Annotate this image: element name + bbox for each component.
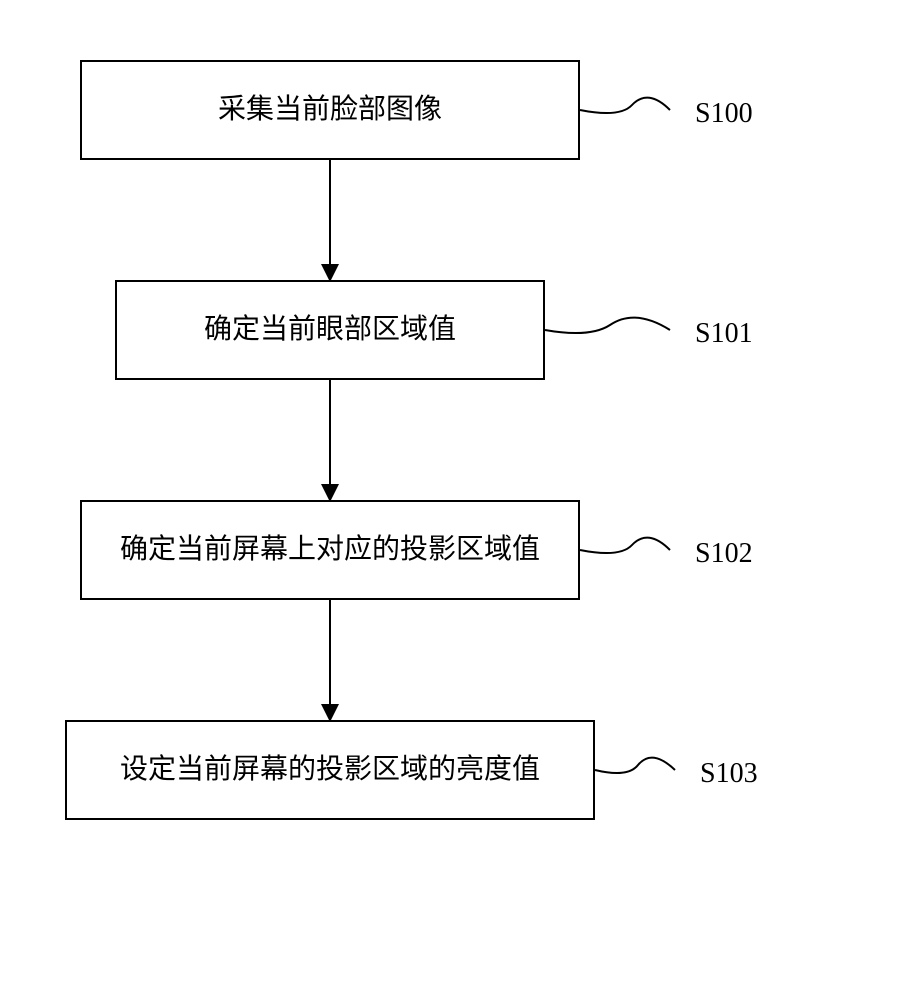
connector-s101 xyxy=(80,280,700,380)
step-s102: 确定当前屏幕上对应的投影区域值 S102 xyxy=(80,500,830,600)
label-s101: S101 xyxy=(695,318,753,350)
label-s103: S103 xyxy=(700,758,758,790)
flowchart-container: 采集当前脸部图像 S100 确定当前眼部区域值 S101 确定当前屏幕上对应的投… xyxy=(80,60,830,820)
step-s100: 采集当前脸部图像 S100 xyxy=(80,60,830,160)
arrow-3 xyxy=(80,600,580,720)
connector-s103 xyxy=(80,720,710,820)
connector-s102 xyxy=(80,500,700,600)
connector-s100 xyxy=(80,60,700,160)
step-s103: 设定当前屏幕的投影区域的亮度值 S103 xyxy=(80,720,830,820)
label-s100: S100 xyxy=(695,98,753,130)
step-s101: 确定当前眼部区域值 S101 xyxy=(80,280,830,380)
arrow-1 xyxy=(80,160,580,280)
arrow-2 xyxy=(80,380,580,500)
label-s102: S102 xyxy=(695,538,753,570)
